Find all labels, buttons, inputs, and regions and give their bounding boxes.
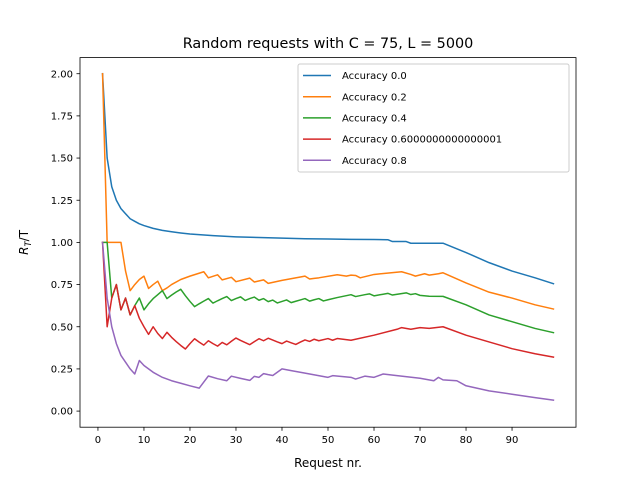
x-tick-label: 10 (138, 435, 151, 446)
legend: Accuracy 0.0 Accuracy 0.2 Accuracy 0.4 Accu… (297, 63, 570, 173)
legend-label-0: Accuracy 0.0 (342, 71, 407, 82)
y-tick-label: 0.00 (51, 407, 73, 418)
series-line-3 (101, 241, 555, 358)
y-tick-label: 2.00 (51, 69, 73, 80)
chart-title: Random requests with C = 75, L = 5000 (183, 36, 474, 52)
x-tick-label: 90 (506, 435, 519, 446)
x-tick-label: 40 (276, 435, 289, 446)
x-tick-label: 30 (230, 435, 243, 446)
x-tick-label: 0 (95, 435, 101, 446)
y-tick-label: 0.25 (51, 365, 73, 376)
y-axis-ticks: 0.00 0.25 0.50 0.75 1.00 1.25 1.50 1.75 2.00 (51, 69, 80, 418)
legend-box (297, 63, 570, 173)
y-tick-label: 0.75 (51, 280, 73, 291)
y-tick-label: 1.00 (51, 238, 73, 249)
series-line-0 (101, 72, 555, 285)
series-line-2 (101, 241, 555, 334)
series-line-1 (101, 72, 555, 310)
legend-entries: Accuracy 0.0 Accuracy 0.2 Accuracy 0.4 Accu… (303, 71, 502, 167)
legend-label-4: Accuracy 0.8 (342, 156, 407, 167)
y-tick-label: 1.50 (51, 154, 73, 165)
legend-label-2: Accuracy 0.4 (342, 114, 407, 125)
legend-label-3: Accuracy 0.6000000000000001 (342, 135, 502, 146)
x-tick-label: 20 (184, 435, 197, 446)
y-tick-label: 0.50 (51, 322, 73, 333)
x-axis-label: Request nr. (294, 456, 362, 470)
x-tick-label: 70 (414, 435, 427, 446)
legend-label-1: Accuracy 0.2 (342, 92, 407, 103)
x-tick-label: 80 (460, 435, 473, 446)
y-axis-label: RT/T (17, 229, 34, 255)
plot-lines (101, 72, 555, 401)
y-tick-label: 1.25 (51, 196, 73, 207)
y-tick-label: 1.75 (51, 111, 73, 122)
series-line-4 (101, 241, 555, 401)
x-axis-ticks: 0 10 20 30 40 50 60 70 80 90 (95, 427, 519, 446)
x-tick-label: 50 (322, 435, 335, 446)
x-tick-label: 60 (368, 435, 381, 446)
